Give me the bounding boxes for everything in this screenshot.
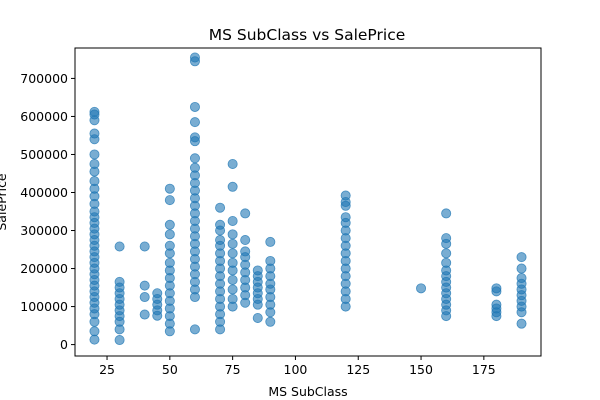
y-tick-label: 300000 — [20, 223, 68, 238]
data-point — [189, 101, 200, 112]
y-tick-label: 0 — [60, 337, 68, 352]
data-point — [265, 316, 276, 327]
data-point — [227, 158, 238, 169]
data-point — [114, 276, 125, 287]
y-tick-label: 700000 — [20, 71, 68, 86]
chart-title: MS SubClass vs SalePrice — [209, 26, 406, 44]
data-point — [89, 106, 100, 117]
data-point — [227, 293, 238, 304]
y-tick-label: 600000 — [20, 109, 68, 124]
x-axis-ticks: 25 50 75 100 125 150 175 — [99, 356, 496, 377]
data-point — [227, 248, 238, 259]
data-point — [164, 257, 175, 268]
data-point — [240, 246, 251, 257]
x-tick-label: 25 — [99, 362, 115, 377]
y-axis-label: SalePrice — [0, 173, 9, 231]
data-point — [139, 292, 150, 303]
data-point — [189, 324, 200, 335]
data-point — [252, 265, 263, 276]
data-point — [240, 208, 251, 219]
x-tick-label: 50 — [162, 362, 178, 377]
y-axis-ticks: 0 100000 200000 300000 400000 500000 600000 700… — [20, 71, 75, 352]
data-point — [340, 190, 351, 201]
data-point — [227, 257, 238, 268]
data-point — [139, 241, 150, 252]
data-point — [114, 241, 125, 252]
data-point — [139, 280, 150, 291]
data-point — [227, 216, 238, 227]
data-point — [89, 334, 100, 345]
data-point — [491, 283, 502, 294]
data-point — [516, 252, 527, 263]
data-point — [265, 255, 276, 266]
data-point — [164, 219, 175, 230]
x-axis-label: MS SubClass — [268, 384, 347, 399]
data-point — [139, 309, 150, 320]
data-point — [240, 235, 251, 246]
data-point — [227, 274, 238, 285]
data-point — [89, 149, 100, 160]
y-tick-label: 100000 — [20, 299, 68, 314]
x-tick-label: 125 — [346, 362, 370, 377]
data-point — [114, 335, 125, 346]
data-point — [89, 158, 100, 169]
x-tick-label: 75 — [225, 362, 241, 377]
data-point — [89, 326, 100, 337]
data-point — [491, 299, 502, 310]
y-tick-label: 400000 — [20, 185, 68, 200]
data-point — [189, 52, 200, 63]
data-point — [227, 284, 238, 295]
data-point — [189, 117, 200, 128]
data-point — [164, 183, 175, 194]
data-point — [441, 208, 452, 219]
plot-area — [74, 47, 542, 357]
y-tick-label: 500000 — [20, 147, 68, 162]
data-point — [516, 273, 527, 284]
data-point — [265, 236, 276, 247]
data-point — [164, 240, 175, 251]
data-point — [516, 263, 527, 274]
data-point — [340, 212, 351, 223]
x-tick-label: 150 — [409, 362, 433, 377]
data-point — [189, 162, 200, 173]
data-point — [89, 176, 100, 187]
data-point — [164, 195, 175, 206]
data-point — [215, 202, 226, 213]
data-point — [189, 153, 200, 164]
data-point — [441, 233, 452, 244]
data-point — [227, 181, 238, 192]
data-point — [441, 248, 452, 259]
data-point — [441, 257, 452, 268]
data-point — [215, 219, 226, 230]
y-tick-label: 200000 — [20, 261, 68, 276]
data-point — [152, 288, 163, 299]
data-point — [516, 318, 527, 329]
data-point — [89, 128, 100, 139]
data-point — [189, 132, 200, 143]
data-point — [227, 229, 238, 240]
data-point — [416, 283, 427, 294]
x-tick-label: 175 — [472, 362, 496, 377]
data-point — [252, 312, 263, 323]
x-tick-label: 100 — [284, 362, 308, 377]
data-points — [89, 52, 527, 346]
data-point — [215, 235, 226, 246]
data-point — [164, 229, 175, 240]
data-point — [227, 238, 238, 249]
